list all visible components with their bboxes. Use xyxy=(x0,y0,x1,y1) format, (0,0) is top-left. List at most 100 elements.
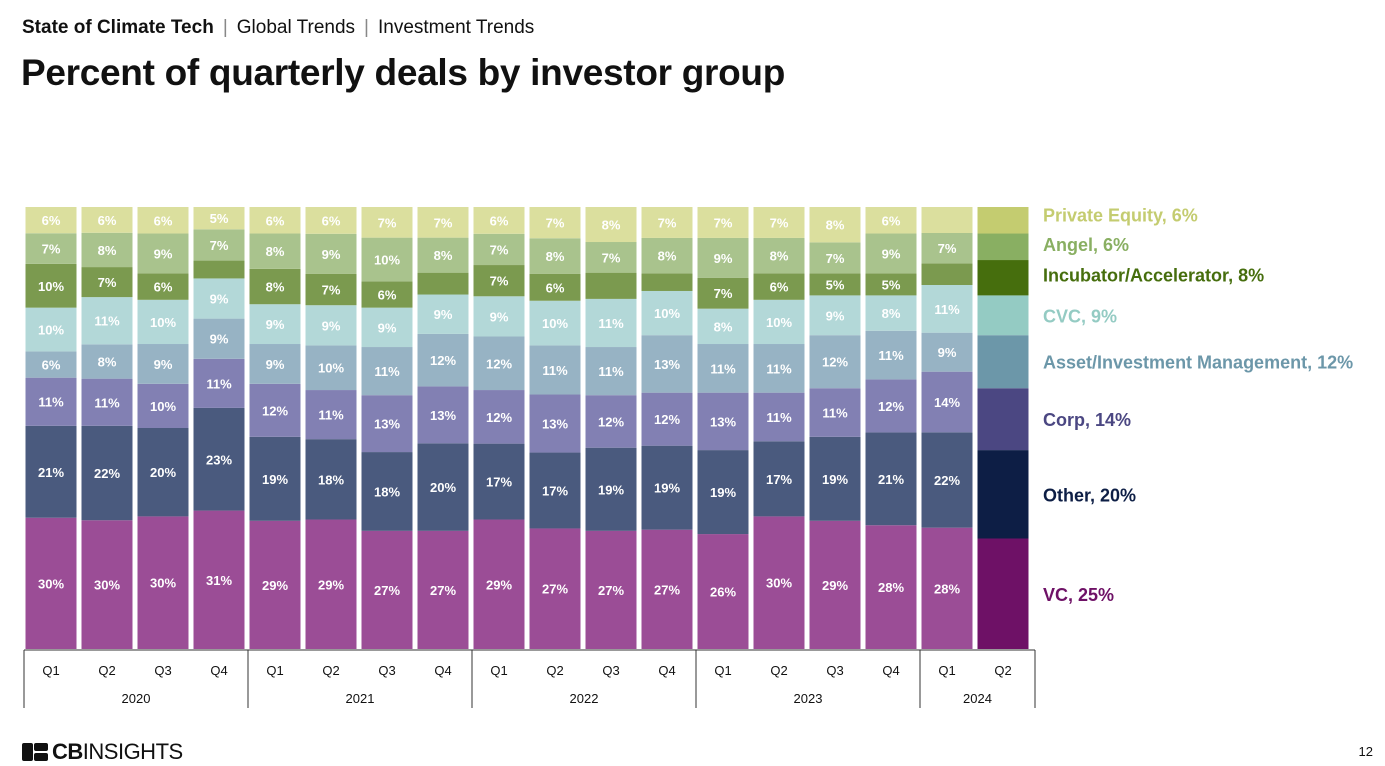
bar-segment-vc xyxy=(753,516,805,649)
legend-item: Corp, 14% xyxy=(1043,410,1131,430)
bar-segment-angel xyxy=(361,237,413,282)
data-label: 6% xyxy=(266,213,285,228)
bar-segment-angel xyxy=(865,233,917,274)
data-label: 10% xyxy=(38,279,64,294)
x-year-label: 2020 xyxy=(122,691,151,706)
data-label: 12% xyxy=(486,410,512,425)
data-label: 7% xyxy=(210,238,229,253)
data-label: 11% xyxy=(94,395,120,410)
bar-segment-incubator-accelerator xyxy=(137,273,189,300)
data-label: 11% xyxy=(94,314,120,329)
data-label: 29% xyxy=(318,577,344,592)
data-label: 7% xyxy=(378,215,397,230)
bar-segment-incubator-accelerator xyxy=(249,268,301,305)
bar-segment-private-equity xyxy=(529,207,581,239)
bar-segment-asset-investment-management xyxy=(137,344,189,384)
bar-segment-asset-investment-management xyxy=(865,330,917,380)
bar-segment-corp xyxy=(305,390,357,440)
breadcrumb-item[interactable]: Investment Trends xyxy=(377,17,535,38)
bar-segment-other xyxy=(249,436,301,521)
data-label: 10% xyxy=(38,323,64,338)
data-label: 19% xyxy=(262,472,288,487)
bar-segment-private-equity xyxy=(585,207,637,243)
data-label: 12% xyxy=(654,412,680,427)
bar-segment-vc xyxy=(697,534,749,649)
breadcrumb-item[interactable]: State of Climate Tech xyxy=(22,17,214,38)
data-label: 13% xyxy=(374,417,400,432)
x-tick-label: Q4 xyxy=(882,663,899,678)
bar-segment-private-equity xyxy=(865,207,917,234)
bar-segment-vc xyxy=(585,530,637,649)
x-tick-label: Q1 xyxy=(938,663,955,678)
bar-segment-vc xyxy=(865,525,917,649)
data-label: 11% xyxy=(206,376,232,391)
data-label: 9% xyxy=(154,357,173,372)
bar-segment-corp xyxy=(473,390,525,444)
bar-segment-asset-investment-management xyxy=(809,335,861,389)
data-label: 9% xyxy=(322,318,341,333)
data-label: 28% xyxy=(878,580,904,595)
bar-segment-private-equity xyxy=(417,207,469,238)
data-label: 7% xyxy=(490,242,509,257)
bar-segment-incubator-accelerator xyxy=(977,260,1029,296)
data-label: 10% xyxy=(150,399,176,414)
data-label: 21% xyxy=(38,465,64,480)
data-label: 19% xyxy=(822,472,848,487)
bar-segment-private-equity xyxy=(361,207,413,238)
brand-name: CBINSIGHTS xyxy=(52,739,183,764)
bar-segment-private-equity xyxy=(305,207,357,234)
bar-segment-cvc xyxy=(977,295,1029,336)
bar-segment-other xyxy=(417,443,469,531)
data-label: 9% xyxy=(714,251,733,266)
breadcrumb-item[interactable]: Global Trends xyxy=(236,17,356,38)
data-label: 8% xyxy=(826,218,845,233)
bar-segment-corp xyxy=(809,388,861,437)
bar-segment-private-equity xyxy=(473,207,525,234)
data-label: 9% xyxy=(882,246,901,261)
bar-segment-angel xyxy=(417,237,469,273)
bar-segment-other xyxy=(193,407,245,511)
bar-segment-asset-investment-management xyxy=(697,344,749,393)
bar-segment-angel xyxy=(25,233,77,264)
bar-segment-asset-investment-management xyxy=(305,345,357,391)
bar-segment-incubator-accelerator xyxy=(305,273,357,306)
data-label: 23% xyxy=(206,452,232,467)
data-label: 13% xyxy=(430,408,456,423)
data-label: 22% xyxy=(934,473,960,488)
data-label: 6% xyxy=(322,213,341,228)
data-label: 30% xyxy=(94,578,120,593)
bar-segment-corp xyxy=(977,388,1029,451)
bar-segment-incubator-accelerator xyxy=(193,260,245,279)
data-label: 29% xyxy=(822,578,848,593)
bar-segment-angel xyxy=(977,233,1029,261)
bar-segment-corp xyxy=(249,383,301,437)
bar-segment-other xyxy=(977,450,1029,539)
data-label: 13% xyxy=(542,417,568,432)
data-label: 19% xyxy=(710,485,736,500)
data-label: 8% xyxy=(546,249,565,264)
data-label: 27% xyxy=(374,583,400,598)
data-label: 7% xyxy=(826,251,845,266)
bar-segment-incubator-accelerator xyxy=(585,272,637,299)
breadcrumb-separator: | xyxy=(364,17,369,38)
data-label: 6% xyxy=(42,213,61,228)
data-label: 6% xyxy=(882,213,901,228)
legend-item: Other, 20% xyxy=(1043,485,1136,505)
data-label: 8% xyxy=(658,249,677,264)
bar-segment-vc xyxy=(305,519,357,649)
data-label: 11% xyxy=(934,302,960,317)
x-tick-label: Q2 xyxy=(546,663,563,678)
data-label: 18% xyxy=(374,484,400,499)
bar-segment-corp xyxy=(81,378,133,426)
data-label: 12% xyxy=(878,399,904,414)
bar-segment-asset-investment-management xyxy=(641,335,693,393)
bar-segment-private-equity xyxy=(921,207,973,233)
bar-segment-vc xyxy=(137,516,189,649)
bar-segment-cvc xyxy=(809,295,861,336)
bar-segment-corp xyxy=(193,358,245,408)
bar-segment-vc xyxy=(921,527,973,649)
x-year-label: 2022 xyxy=(570,691,599,706)
bar-segment-other xyxy=(529,452,581,529)
x-tick-label: Q3 xyxy=(826,663,843,678)
